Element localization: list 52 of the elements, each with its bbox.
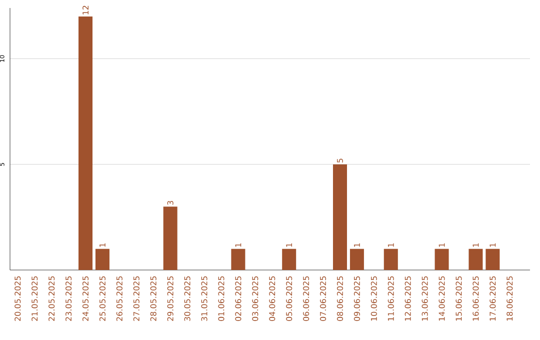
x-tick-label: 18.06.2025: [506, 276, 513, 321]
data-label: 1: [286, 243, 292, 247]
x-tick-label: 28.05.2025: [150, 276, 156, 321]
x-tick-label: 01.06.2025: [218, 276, 224, 321]
x-tick-label: 09.06.2025: [354, 276, 360, 321]
bar: [231, 248, 246, 270]
x-tick-label: 03.06.2025: [252, 276, 258, 321]
x-tick-label: 31.05.2025: [201, 276, 208, 321]
data-label: 1: [235, 243, 242, 247]
x-tick-label: 16.06.2025: [472, 276, 479, 321]
x-tick-label: 02.06.2025: [235, 276, 242, 321]
data-label: 1: [100, 243, 106, 247]
x-tick-label: 06.06.2025: [303, 276, 310, 321]
x-tick-label: 10.06.2025: [370, 276, 377, 321]
x-tick-label: 04.06.2025: [269, 276, 276, 321]
x-tick-label: 27.05.2025: [133, 276, 140, 321]
x-tick-label: 05.06.2025: [286, 276, 292, 321]
data-label: 1: [438, 243, 445, 247]
bar: [163, 206, 178, 270]
data-label: 1: [472, 243, 479, 247]
bar: [468, 248, 483, 270]
data-label: 3: [167, 200, 174, 205]
data-label: 1: [490, 243, 496, 247]
data-label: 1: [354, 243, 360, 247]
x-tick-label: 25.05.2025: [99, 276, 106, 321]
bar: [95, 248, 110, 270]
bar: [78, 16, 92, 270]
x-tick-label: 14.06.2025: [438, 276, 445, 321]
bar: [350, 248, 364, 270]
bar: [434, 248, 449, 270]
x-tick-label: 29.05.2025: [167, 276, 174, 321]
bar: [282, 248, 296, 270]
x-tick-label: 21.05.2025: [32, 276, 38, 321]
bar: [486, 248, 500, 270]
x-tick-label: 11.06.2025: [388, 276, 394, 321]
x-tick-label: 08.06.2025: [336, 276, 344, 321]
bar: [332, 164, 347, 270]
data-label: 12: [82, 6, 88, 14]
x-tick-label: 23.05.2025: [66, 276, 72, 321]
x-tick-label: 24.05.2025: [82, 276, 89, 321]
x-tick-label: 20.05.2025: [14, 276, 21, 321]
x-tick-label: 17.06.2025: [490, 276, 496, 321]
x-tick-label: 07.06.2025: [320, 276, 326, 321]
x-tick-label: 30.05.2025: [184, 276, 190, 321]
x-tick-label: 13.06.2025: [422, 276, 428, 321]
x-tick-label: 12.06.2025: [404, 276, 411, 321]
x-tick-label: 22.05.2025: [48, 276, 55, 321]
data-label: 1: [388, 243, 394, 247]
x-tick-label: 15.06.2025: [456, 276, 462, 321]
data-label: 5: [337, 158, 343, 163]
x-tick-label: 26.05.2025: [116, 276, 122, 321]
bar: [384, 248, 398, 270]
